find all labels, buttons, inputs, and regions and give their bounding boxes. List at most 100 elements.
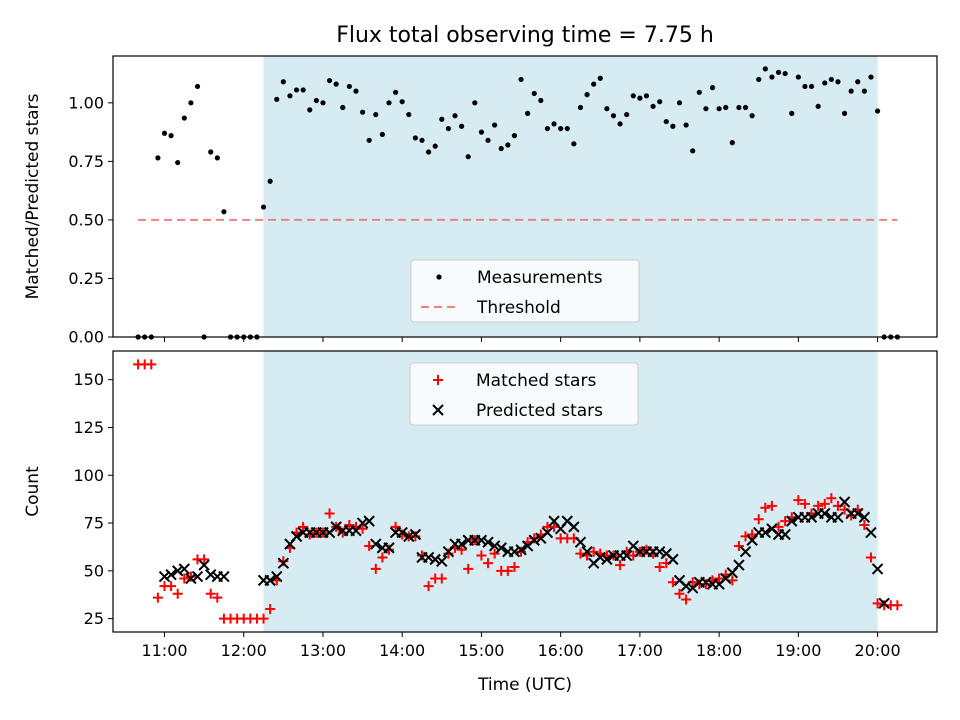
data-point	[429, 553, 441, 566]
data-point	[871, 563, 884, 575]
data-point	[439, 116, 445, 122]
data-point	[158, 570, 171, 583]
data-point	[406, 111, 412, 118]
data-point	[456, 544, 467, 555]
data-point	[865, 526, 877, 539]
data-point	[379, 131, 385, 138]
data-point	[181, 115, 187, 121]
legend: Matched stars Predicted stars	[409, 362, 639, 426]
data-point	[597, 75, 603, 81]
data-point	[168, 133, 174, 139]
data-point	[277, 557, 290, 569]
data-point	[436, 573, 447, 584]
data-point	[326, 77, 333, 84]
legend-handle	[433, 375, 443, 385]
data-point	[838, 496, 851, 508]
data-point	[412, 135, 418, 141]
legend-box	[409, 362, 639, 426]
data-point	[736, 104, 742, 111]
data-point	[152, 592, 163, 603]
y-axis-title: Matched/Predicted stars	[23, 93, 43, 299]
data-point	[287, 93, 293, 99]
data-point	[423, 581, 434, 592]
legend-entry: Measurements	[477, 268, 603, 288]
data-point	[508, 546, 521, 558]
data-point	[872, 598, 883, 609]
data-point	[799, 498, 810, 509]
data-point	[191, 570, 204, 583]
data-point	[199, 554, 210, 565]
data-point	[518, 76, 524, 83]
data-point	[841, 110, 848, 116]
data-point	[680, 580, 692, 592]
legend-entry: Threshold	[476, 298, 561, 318]
data-point	[667, 553, 679, 566]
data-point	[815, 103, 821, 109]
data-point	[657, 99, 663, 105]
legend-entry: Matched stars	[476, 371, 596, 391]
data-point	[178, 563, 191, 575]
data-point	[604, 106, 610, 112]
data-point	[681, 594, 692, 605]
data-point	[353, 88, 359, 94]
data-point	[558, 125, 564, 132]
y-tick-label: 75	[84, 514, 104, 533]
y-tick-label: 150	[73, 370, 104, 389]
data-point	[852, 507, 864, 520]
data-point	[489, 548, 500, 559]
x-tick-label: 14:00	[379, 641, 425, 660]
data-point	[782, 70, 788, 77]
data-point	[478, 129, 485, 135]
data-point	[472, 100, 478, 106]
data-point	[819, 507, 831, 520]
data-point	[300, 87, 306, 93]
data-point	[377, 552, 388, 563]
data-point	[819, 498, 830, 509]
data-point	[654, 562, 665, 573]
data-point	[267, 178, 273, 184]
data-point	[265, 604, 276, 615]
data-point	[795, 74, 801, 80]
data-point	[155, 155, 161, 161]
legend-handle	[436, 274, 442, 280]
data-point	[278, 556, 289, 567]
data-point	[445, 125, 452, 132]
data-point	[482, 536, 494, 548]
data-point	[205, 588, 216, 599]
data-point	[485, 137, 491, 143]
data-point	[855, 79, 861, 85]
data-point	[271, 570, 283, 583]
data-point	[320, 100, 326, 106]
data-point	[588, 546, 599, 557]
data-point	[455, 538, 468, 550]
data-point	[403, 530, 415, 543]
data-point	[324, 508, 335, 519]
bottom-panel: 25 50 75 100 125 150 11:00 12:00 13:00 14:00 15:00…	[23, 350, 938, 660]
data-point	[214, 155, 220, 161]
data-point	[298, 521, 309, 532]
series-measurements	[135, 66, 900, 340]
data-point	[624, 111, 630, 118]
data-point	[502, 565, 513, 576]
data-point	[568, 521, 580, 533]
x-tick-label: 19:00	[775, 641, 821, 660]
data-point	[538, 97, 544, 104]
data-point	[584, 92, 590, 98]
data-point	[383, 542, 395, 554]
x-tick-label: 17:00	[617, 641, 663, 660]
chart-title: Flux total observing time = 7.75 h	[336, 23, 714, 48]
data-point	[716, 106, 722, 112]
data-point	[307, 107, 313, 113]
data-point	[280, 79, 286, 85]
data-point	[179, 573, 190, 584]
x-tick-label: 13:00	[300, 641, 346, 660]
data-point	[436, 555, 448, 567]
data-point	[188, 100, 194, 106]
data-point	[492, 122, 498, 128]
data-point	[392, 89, 399, 95]
data-point	[175, 159, 181, 166]
data-point	[808, 83, 815, 90]
data-point	[574, 536, 587, 548]
data-point	[868, 74, 874, 80]
